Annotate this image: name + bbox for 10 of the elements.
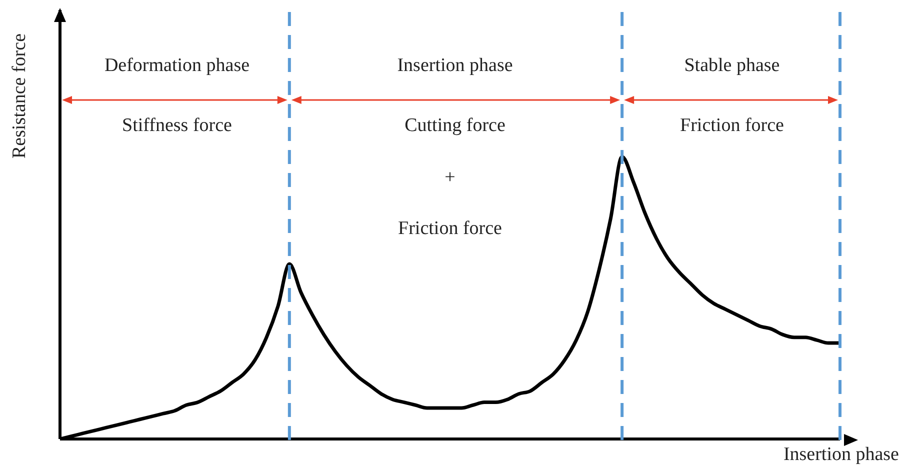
text: Deformation phase xyxy=(104,55,250,76)
x-axis-title: Insertion phase xyxy=(783,444,899,465)
annotation: Friction force xyxy=(398,218,502,239)
y-axis-title: Resistance force xyxy=(9,33,30,159)
text: Insertion phase xyxy=(397,55,513,76)
text: Stiffness force xyxy=(122,115,232,136)
annotation: + xyxy=(444,167,456,188)
text: Cutting force xyxy=(404,115,506,136)
text: Stable phase xyxy=(684,55,780,76)
text: Friction force xyxy=(680,115,784,136)
